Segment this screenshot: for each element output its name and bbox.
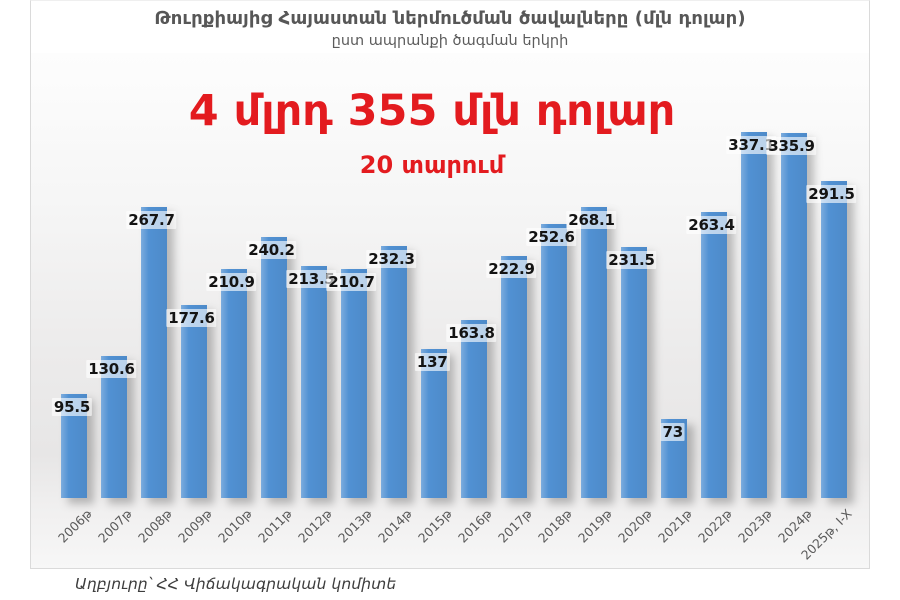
x-axis-tick: 2010թ (214, 506, 255, 546)
bar-2010թ: 210.9 (206, 269, 257, 498)
bar-2014թ: 232.3 (366, 246, 417, 498)
bar-2023թ: 337.1 (726, 132, 777, 498)
x-axis-tick: 2011թ (254, 506, 295, 546)
bar-value-label: 232.3 (366, 250, 417, 268)
bar-value-label: 252.6 (526, 228, 577, 246)
bar-2022թ: 263.4 (686, 212, 737, 498)
x-axis-tick: 2018թ (534, 506, 575, 546)
x-axis-tick: 2022թ (694, 506, 735, 546)
bar-value-label: 210.9 (206, 273, 257, 291)
headline-period: 20 տարում (359, 151, 505, 179)
source-note: Աղբյուրը՝ ՀՀ Վիճակագրական կոմիտե (75, 575, 397, 593)
bar-2020թ: 231.5 (606, 247, 657, 498)
x-axis-tick: 2017թ (494, 506, 535, 546)
chart-frame: Թուրքիայից Հայաստան ներմուծման ծավալները… (30, 0, 870, 569)
bar-value-label: 268.1 (566, 211, 617, 229)
headline-total: 4 մլրդ 355 մլն դոլար (188, 86, 676, 136)
bar-value-label: 130.6 (86, 360, 137, 378)
bar-value-label: 222.9 (486, 260, 537, 278)
bar-2021թ: 73 (660, 419, 687, 498)
bar-value-label: 267.7 (126, 211, 177, 229)
bar-value-label: 95.5 (51, 398, 93, 416)
bar-value-label: 210.7 (326, 273, 377, 291)
bar-2008թ: 267.7 (126, 207, 177, 498)
bar-2012թ: 213.5 (286, 266, 337, 498)
bar-2024թ: 335.9 (766, 133, 817, 498)
x-axis-tick: 2023թ (734, 506, 775, 546)
bar-value-label: 263.4 (686, 216, 737, 234)
bar-value-label: 213.5 (286, 270, 337, 288)
x-axis-tick: 2020թ (614, 506, 655, 546)
bar-2017թ: 222.9 (486, 256, 537, 498)
bar-2013թ: 210.7 (326, 269, 377, 498)
x-axis-tick: 2015թ (414, 506, 455, 546)
x-axis-tick: 2021թ (654, 506, 695, 546)
bar-value-label: 291.5 (806, 185, 857, 203)
bar-2018թ: 252.6 (526, 224, 577, 498)
x-axis-tick: 2009թ (174, 506, 215, 546)
bar-value-label: 163.8 (446, 324, 497, 342)
bar-value-label: 231.5 (606, 251, 657, 269)
x-axis-tick: 2008թ (134, 506, 175, 546)
bar-2015թ: 137 (414, 349, 450, 498)
bar-2006թ: 95.5 (51, 394, 93, 498)
bar-value-label: 73 (660, 423, 686, 441)
x-axis-tick: 2019թ (574, 506, 615, 546)
bar-value-label: 137 (414, 353, 450, 371)
x-axis-tick: 2012թ (294, 506, 335, 546)
bar-value-label: 335.9 (766, 137, 817, 155)
x-axis-tick: 2014թ (374, 506, 415, 546)
page-subtitle: ըստ ապրանքի ծագման երկրի (331, 33, 569, 49)
bar-value-label: 337.1 (726, 136, 777, 154)
bar-2019թ: 268.1 (566, 207, 617, 498)
bar-value-label: 177.6 (166, 309, 217, 327)
bars-layer: 95.5 130.6 267.7 177.6 210.9 240.2 213.5 210.7 2… (31, 1, 869, 568)
bar-value-label: 240.2 (246, 241, 297, 259)
bar-2025թ, I-X: 291.5 (806, 181, 857, 498)
x-axis-tick: 2007թ (94, 506, 135, 546)
bar-2016թ: 163.8 (446, 320, 497, 498)
x-axis-tick: 2013թ (334, 506, 375, 546)
x-axis-tick: 2016թ (454, 506, 495, 546)
page-title: Թուրքիայից Հայաստան ներմուծման ծավալները… (154, 8, 746, 29)
x-axis-tick: 2006թ (54, 506, 95, 546)
bar-2009թ: 177.6 (166, 305, 217, 498)
bar-2007թ: 130.6 (86, 356, 137, 498)
chart-header: Թուրքիայից Հայաստան ներմուծման ծավալները… (31, 1, 869, 49)
bar-2011թ: 240.2 (246, 237, 297, 498)
